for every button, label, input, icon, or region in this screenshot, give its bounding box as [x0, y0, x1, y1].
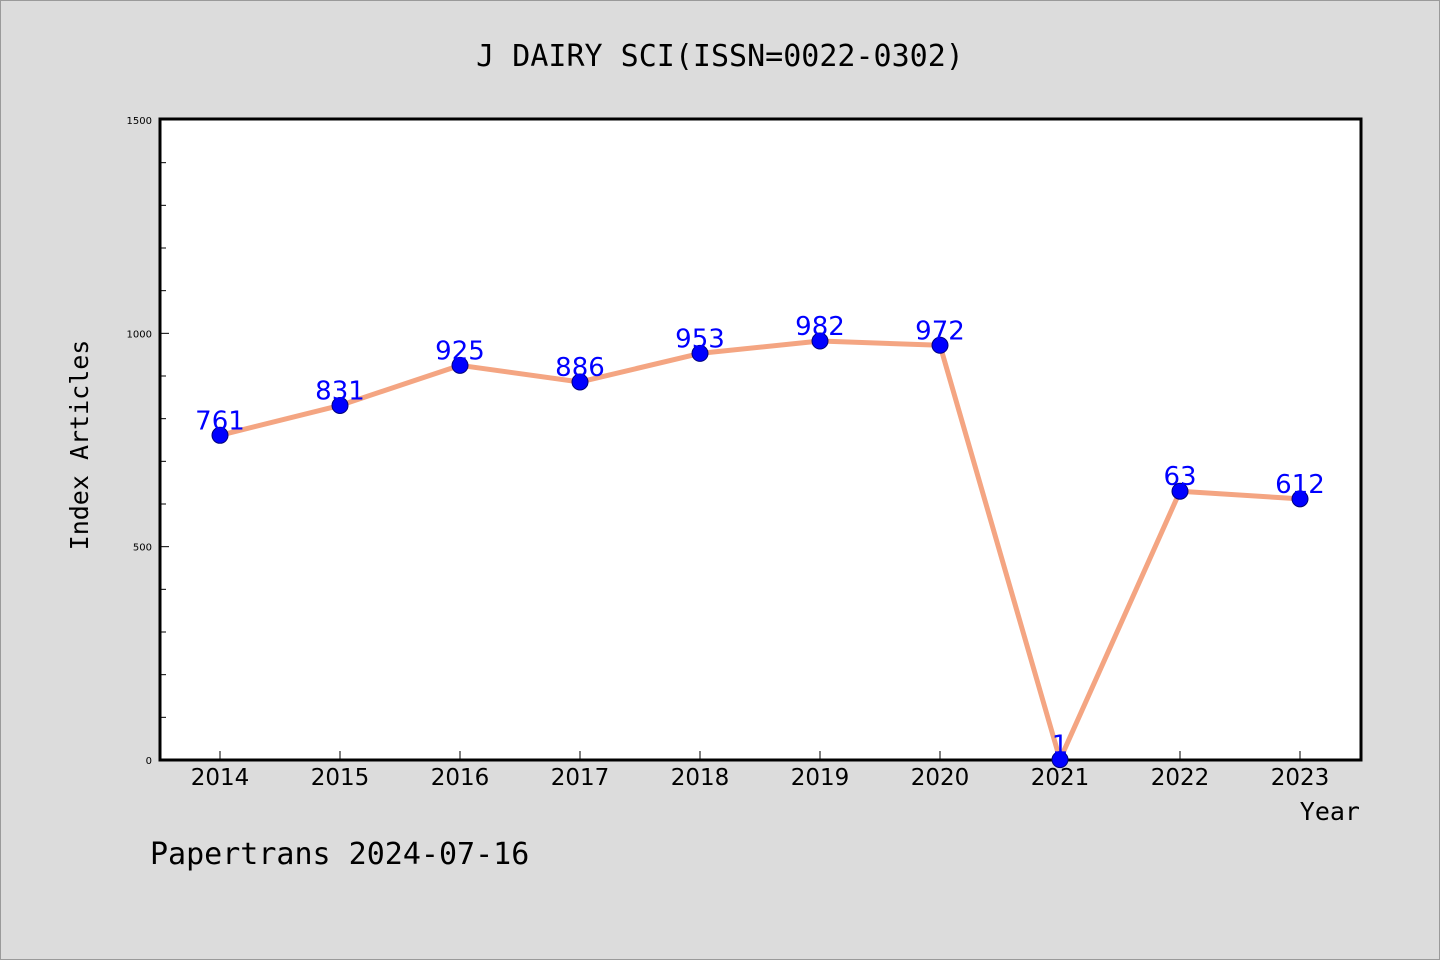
x-tick-label: 2020: [911, 765, 970, 791]
data-point: [571, 373, 589, 391]
data-label: 1: [1052, 731, 1069, 761]
data-label: 761: [195, 406, 245, 436]
data-point: [211, 426, 229, 444]
series-markers: [211, 332, 1309, 769]
chart-title: J DAIRY SCI(ISSN=0022-0302): [476, 39, 964, 74]
data-label: 953: [675, 324, 725, 354]
x-tick-label: 2017: [551, 765, 610, 791]
data-label: 925: [435, 336, 485, 366]
x-tick-label: 2021: [1031, 765, 1090, 791]
data-point: [1171, 482, 1189, 500]
data-labels: 761 831 925 886 953 982 972 1 63 612: [195, 312, 1325, 761]
x-tick-label: 2015: [311, 765, 370, 791]
data-point: [931, 336, 949, 354]
footer-credit: Papertrans 2024-07-16: [150, 837, 529, 872]
data-point: [691, 344, 709, 362]
data-point: [451, 356, 469, 374]
series-polyline: [217, 338, 1303, 763]
x-tick-label: 2014: [191, 765, 250, 791]
x-tick-label: 2019: [791, 765, 850, 791]
data-point: [811, 332, 829, 350]
data-point: [331, 396, 349, 414]
data-label: 612: [1275, 470, 1325, 500]
y-tick-label: 0: [146, 756, 152, 767]
y-tick-label: 1000: [127, 329, 152, 340]
data-label: 972: [915, 316, 965, 346]
series-line: [217, 338, 1303, 763]
plot-area: [158, 117, 1363, 762]
x-tick-label: 2022: [1151, 765, 1210, 791]
data-label: 63: [1163, 462, 1196, 492]
x-tick-label: 2023: [1271, 765, 1330, 791]
x-tick-label: 2018: [671, 765, 730, 791]
x-axis: 2014 2015 2016 2017 2018 2019 2020 2021 2022 2023: [191, 751, 1330, 791]
y-tick-label: 1500: [127, 116, 152, 127]
x-tick-label: 2016: [431, 765, 490, 791]
x-axis-label: Year: [1300, 797, 1360, 826]
y-axis-label: Index Articles: [65, 340, 94, 551]
data-point: [1051, 751, 1069, 769]
y-tick-label: 500: [133, 543, 152, 554]
data-point: [1291, 490, 1309, 508]
data-label: 886: [555, 353, 605, 383]
data-label: 982: [795, 312, 845, 342]
y-axis: 0 500 1000 1500: [127, 116, 169, 767]
data-label: 831: [315, 376, 365, 406]
